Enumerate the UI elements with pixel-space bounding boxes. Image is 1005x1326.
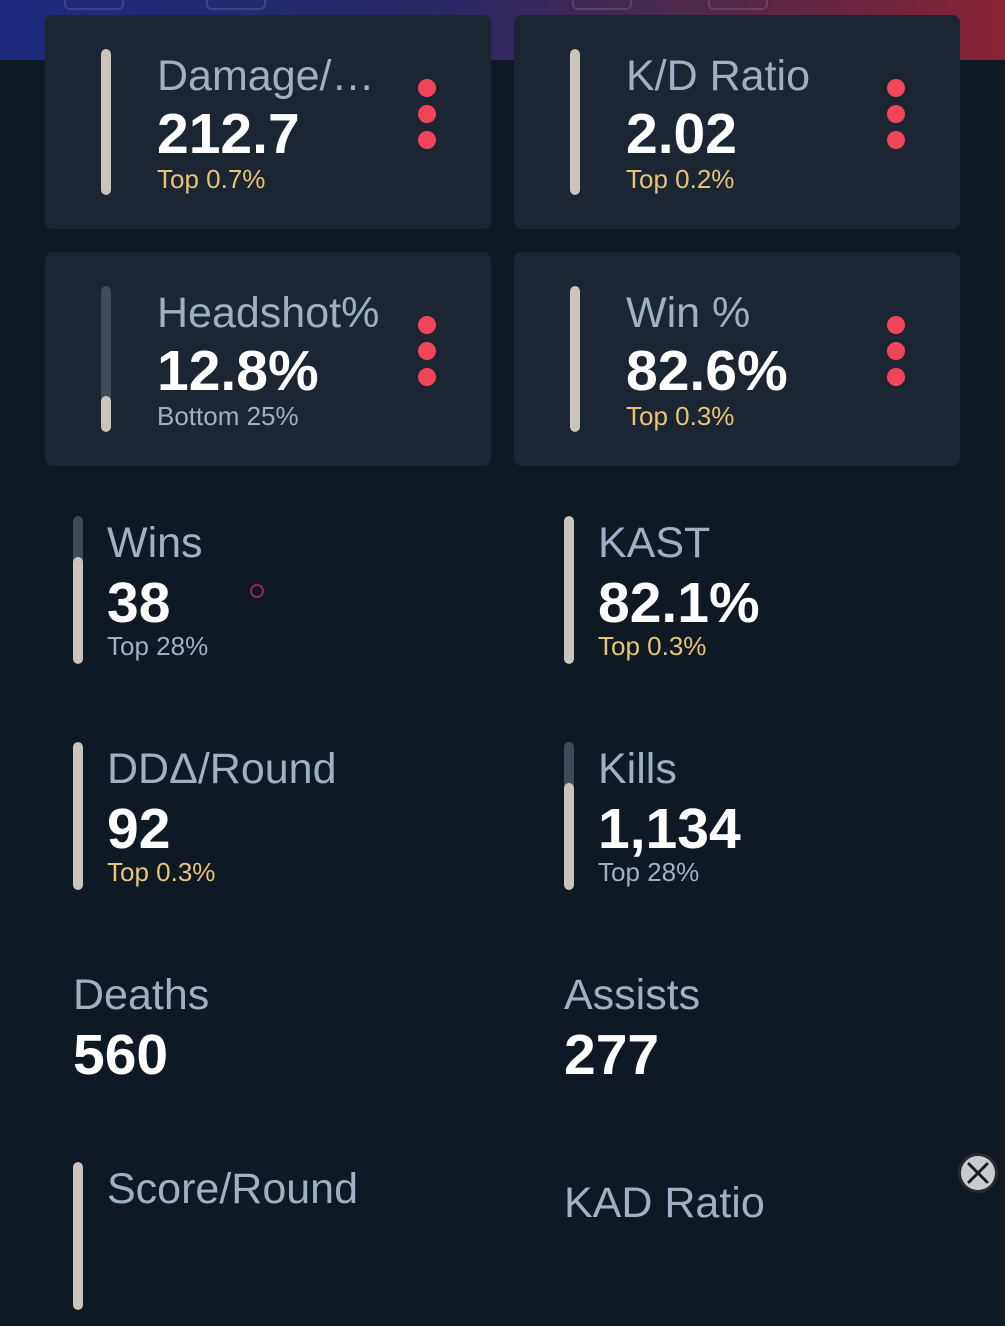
percentile-bar — [570, 49, 580, 195]
kebab-menu-icon[interactable] — [409, 79, 445, 155]
stat-label: Score/Round — [107, 1165, 358, 1213]
stat-value: 82.6% — [626, 339, 788, 403]
stat-label: Wins — [107, 519, 203, 567]
percentile-bar — [73, 516, 83, 664]
kebab-menu-icon[interactable] — [878, 316, 914, 392]
stat-card-kd-ratio[interactable]: K/D Ratio 2.02 Top 0.2% — [514, 15, 960, 229]
percentile-bar — [73, 742, 83, 890]
stat-value: 212.7 — [157, 102, 300, 166]
stat-rank: Top 28% — [107, 631, 209, 661]
stat-value: 2.02 — [626, 102, 737, 166]
percentile-bar — [570, 286, 580, 432]
stat-score-round[interactable]: Score/Round — [73, 1162, 473, 1312]
stat-label: Damage/Round — [157, 52, 402, 100]
stat-rank: Top 0.3% — [598, 631, 707, 661]
stat-value: 38 — [107, 571, 171, 635]
stat-label: KAST — [598, 519, 711, 567]
stat-value: 560 — [73, 1023, 169, 1087]
stat-label: Kills — [598, 745, 677, 793]
stat-label: Deaths — [73, 971, 210, 1019]
stat-wins[interactable]: Wins 38 Top 28% — [73, 516, 473, 666]
stat-rank: Top 28% — [598, 857, 700, 887]
stat-card-damage-round[interactable]: Damage/Round 212.7 Top 0.7% — [45, 15, 491, 229]
stat-rank: Bottom 25% — [157, 401, 299, 431]
stat-label: K/D Ratio — [626, 52, 811, 100]
stat-dda-round[interactable]: DDΔ/Round 92 Top 0.3% — [73, 742, 473, 892]
header-tab[interactable] — [64, 0, 124, 10]
stat-rank: Top 0.7% — [157, 164, 266, 194]
stat-label: Headshot% — [157, 289, 380, 337]
close-circle-icon[interactable] — [958, 1153, 998, 1193]
stat-value: 92 — [107, 797, 171, 861]
header-tab[interactable] — [206, 0, 266, 10]
percentile-bar — [101, 286, 111, 432]
stat-card-win-percent[interactable]: Win % 82.6% Top 0.3% — [514, 252, 960, 466]
stat-deaths[interactable]: Deaths 560 — [73, 968, 473, 1118]
stat-label: Assists — [564, 971, 701, 1019]
stat-value: 82.1% — [598, 571, 760, 635]
stat-label: KAD Ratio — [564, 1179, 765, 1227]
stat-label: Win % — [626, 289, 751, 337]
stat-label: DDΔ/Round — [107, 745, 337, 793]
stat-rank: Top 0.3% — [107, 857, 216, 887]
stat-card-headshot[interactable]: Headshot% 12.8% Bottom 25% — [45, 252, 491, 466]
stat-assists[interactable]: Assists 277 — [564, 968, 964, 1118]
percentile-bar — [73, 1162, 83, 1310]
stat-kast[interactable]: KAST 82.1% Top 0.3% — [564, 516, 964, 666]
percentile-bar — [101, 49, 111, 195]
stat-rank: Top 0.2% — [626, 164, 735, 194]
stat-value: 12.8% — [157, 339, 319, 403]
header-tab[interactable] — [708, 0, 768, 10]
loading-indicator-icon — [250, 584, 264, 598]
stat-value: 1,134 — [598, 797, 741, 861]
stat-value: 277 — [564, 1023, 660, 1087]
kebab-menu-icon[interactable] — [878, 79, 914, 155]
header-tab[interactable] — [572, 0, 632, 10]
stat-rank: Top 0.3% — [626, 401, 735, 431]
kebab-menu-icon[interactable] — [409, 316, 445, 392]
stat-kad-ratio[interactable]: KAD Ratio — [564, 1176, 964, 1326]
percentile-bar — [564, 742, 574, 890]
stat-kills[interactable]: Kills 1,134 Top 28% — [564, 742, 964, 892]
percentile-bar — [564, 516, 574, 664]
